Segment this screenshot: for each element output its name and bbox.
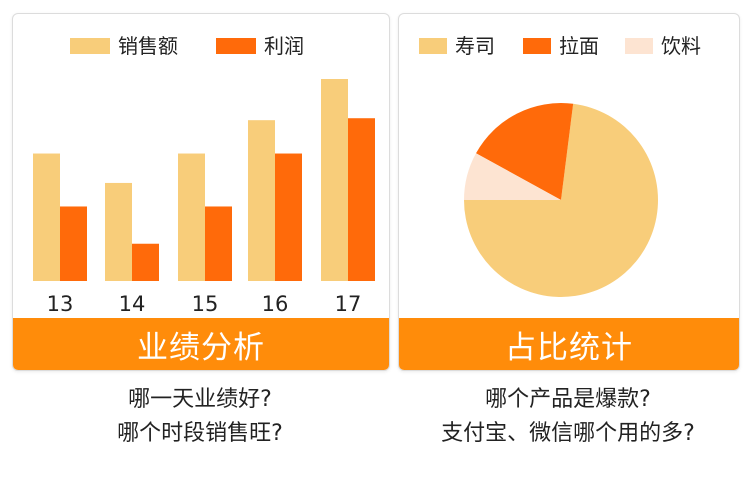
legend-label-3: 饮料 — [661, 34, 701, 58]
bar-sales-15 — [178, 153, 205, 281]
bar-profit-16 — [275, 153, 302, 281]
share-statistics-banner: 占比统计 — [399, 318, 739, 370]
bar-sales-17 — [321, 79, 348, 281]
legend-label-2: 拉面 — [559, 34, 599, 58]
bar-sales-14 — [105, 182, 132, 281]
bar-chart: 销售额 利润 13 14 15 16 17 — [33, 34, 375, 316]
share-chart-card: 寿司 拉面 饮料 占比统计 — [398, 13, 740, 371]
sales-caption-line-1: 哪一天业绩好? — [128, 387, 272, 412]
legend-label-1: 寿司 — [455, 34, 495, 58]
legend-label-2: 利润 — [264, 34, 304, 58]
pie-slice-drinks — [464, 153, 561, 200]
pie-slice-ramen — [475, 103, 574, 200]
x-tick-label: 17 — [335, 292, 362, 316]
bar-sales-16 — [248, 120, 275, 281]
pie-chart: 寿司 拉面 饮料 — [419, 34, 701, 297]
share-caption: 哪个产品是爆款? 支付宝、微信哪个用的多? — [398, 383, 738, 451]
share-caption-line-1: 哪个产品是爆款? — [485, 387, 651, 412]
sales-caption: 哪一天业绩好? 哪个时段销售旺? — [12, 383, 388, 451]
x-tick-label: 14 — [119, 292, 146, 316]
legend-swatch-2 — [216, 38, 256, 54]
x-tick-label: 13 — [47, 292, 74, 316]
bar-sales-13 — [33, 153, 60, 281]
x-tick-label: 15 — [192, 292, 219, 316]
x-tick-label: 16 — [262, 292, 289, 316]
sales-chart-card: 销售额 利润 13 14 15 16 17 业绩分析 — [12, 13, 390, 371]
pie-slice-sushi — [464, 103, 658, 297]
sales-analysis-banner: 业绩分析 — [13, 318, 389, 370]
share-caption-line-2: 支付宝、微信哪个用的多? — [441, 421, 695, 446]
bar-profit-14 — [132, 243, 159, 281]
legend-swatch-1 — [419, 38, 447, 54]
legend-label-1: 销售额 — [118, 34, 178, 58]
legend-swatch-1 — [70, 38, 110, 54]
legend-swatch-2 — [523, 38, 551, 54]
bar-profit-13 — [60, 206, 87, 281]
legend-swatch-3 — [625, 38, 653, 54]
bar-profit-17 — [348, 118, 375, 281]
bar-profit-15 — [205, 206, 232, 281]
sales-caption-line-2: 哪个时段销售旺? — [117, 421, 283, 446]
